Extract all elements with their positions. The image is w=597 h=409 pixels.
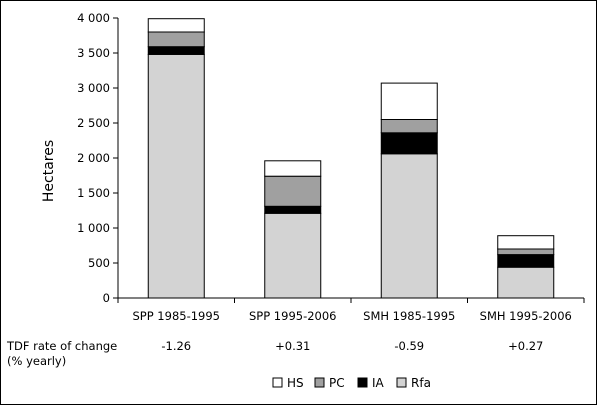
bar-segment-rfa <box>264 212 322 299</box>
bar-segment-rfa <box>147 53 205 299</box>
rate-value: +0.31 <box>275 339 310 353</box>
bar-segment-rfa <box>380 153 438 299</box>
bar-segment-hs <box>380 82 438 120</box>
legend-swatch-ia <box>357 377 368 388</box>
legend-swatch-hs <box>272 377 283 388</box>
bar-segment-hs <box>147 18 205 33</box>
legend-swatch-pc <box>314 377 325 388</box>
bar-segment-pc <box>497 248 555 256</box>
bar-segment-pc <box>380 119 438 134</box>
x-tick-label: SPP 1985-1995 <box>132 309 220 323</box>
bar-segment-rfa <box>497 266 555 299</box>
bar-segment-pc <box>264 175 322 207</box>
rate-label-line2: (% yearly) <box>7 354 66 368</box>
legend-label-pc: PC <box>329 376 345 390</box>
y-tick-label: 1 000 <box>77 221 110 235</box>
x-tick-label: SPP 1995-2006 <box>249 309 337 323</box>
x-tick-label: SMH 1985-1995 <box>363 309 455 323</box>
bar-segment-ia <box>497 254 555 268</box>
bars <box>147 18 555 299</box>
y-tick-label: 0 <box>103 291 110 305</box>
legend-label-hs: HS <box>287 376 304 390</box>
bar-segment-hs <box>264 160 322 177</box>
bar-segment-ia <box>147 46 205 55</box>
rate-value: -0.59 <box>394 339 424 353</box>
rate-value: +0.27 <box>508 339 543 353</box>
y-tick-label: 4 000 <box>77 11 110 25</box>
y-tick-label: 500 <box>88 256 110 270</box>
bar-segment-ia <box>264 205 322 214</box>
legend-label-ia: IA <box>372 376 385 390</box>
bar-segment-pc <box>147 31 205 48</box>
legend-label-rfa: Rfa <box>411 376 431 390</box>
y-axis: 0 500 1 000 1 500 2 000 2 500 3 000 3 500 4 000 <box>77 11 119 305</box>
rate-row: TDF rate of change (% yearly) -1.26 +0.31… <box>6 339 543 368</box>
y-axis-label: Hectares <box>41 140 57 202</box>
y-tick-label: 3 000 <box>77 81 110 95</box>
y-tick-label: 3 500 <box>77 46 110 60</box>
x-tick-label: SMH 1995-2006 <box>480 309 572 323</box>
legend: HS PC IA Rfa <box>272 376 431 390</box>
y-tick-label: 1 500 <box>77 186 110 200</box>
bar-segment-ia <box>380 132 438 155</box>
y-tick-label: 2 000 <box>77 151 110 165</box>
legend-swatch-rfa <box>396 377 407 388</box>
rate-value: -1.26 <box>161 339 191 353</box>
x-axis: SPP 1985-1995 SPP 1995-2006 SMH 1985-1995 S… <box>117 297 585 323</box>
y-tick-label: 2 500 <box>77 116 110 130</box>
bar-segment-hs <box>497 235 555 250</box>
rate-label-line1: TDF rate of change <box>6 339 117 353</box>
